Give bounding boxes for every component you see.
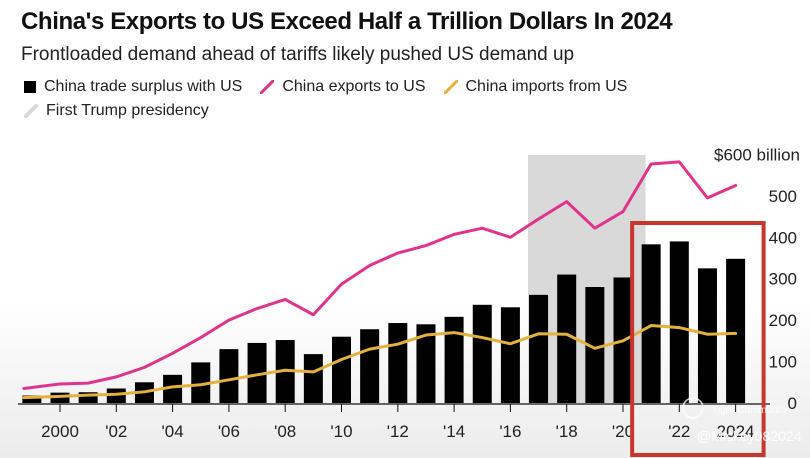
x-tick-label: '20	[612, 422, 634, 441]
bar	[641, 244, 661, 403]
legend-label-surplus: China trade surplus with US	[44, 78, 243, 95]
y-tick-label: 0	[788, 394, 797, 413]
bar	[444, 316, 464, 403]
x-tick-label: '08	[274, 422, 296, 441]
chart-title: China's Exports to US Exceed Half a Tril…	[21, 8, 673, 35]
x-tick-label: '16	[499, 422, 521, 441]
bar	[22, 395, 42, 403]
bar	[332, 336, 351, 403]
x-tick-label: '12	[387, 422, 409, 441]
bar	[219, 349, 239, 403]
bar	[163, 374, 183, 403]
y-tick-label: 400	[769, 228, 797, 247]
x-tick-label: '18	[556, 422, 578, 441]
shade-swatch-icon	[24, 104, 38, 118]
bar	[247, 342, 267, 403]
x-tick-label: '06	[218, 422, 240, 441]
series-line	[22, 160, 738, 390]
bar	[78, 392, 98, 403]
bar	[416, 324, 436, 403]
y-tick-label: $600 billion	[714, 145, 800, 164]
bar	[669, 241, 689, 403]
y-tick-label: 500	[769, 187, 797, 206]
bar	[500, 307, 520, 403]
x-tick-label: 2024	[717, 422, 755, 441]
legend-label-exports: China exports to US	[282, 78, 426, 95]
x-tick-label: '04	[162, 422, 184, 441]
line-swatch-icon	[443, 80, 458, 94]
bar	[726, 258, 746, 403]
x-tick-label: '10	[330, 422, 352, 441]
x-tick-label: '14	[443, 422, 465, 441]
bar	[303, 354, 323, 403]
bar	[472, 304, 492, 403]
series-line	[22, 324, 738, 400]
bar	[585, 286, 605, 403]
legend-label-imports: China imports from US	[465, 78, 628, 95]
x-tick-label: '22	[668, 422, 690, 441]
highlight-box	[630, 221, 766, 457]
bar	[191, 362, 211, 403]
watermark-handle: @Mickey082024	[697, 428, 802, 444]
chart-subtitle: Frontloaded demand ahead of tariffs like…	[21, 44, 575, 65]
x-tick-label: 2000	[41, 422, 79, 441]
legend-item-surplus: China trade surplus with US	[24, 78, 242, 96]
bar	[529, 294, 549, 403]
legend-item-imports: China imports from US	[443, 78, 628, 96]
y-tick-label: 200	[769, 311, 797, 330]
x-tick-label: '02	[105, 422, 127, 441]
legend-item-trump: First Trump presidency	[24, 102, 209, 120]
line-swatch-icon	[260, 80, 275, 94]
y-tick-label: 300	[769, 270, 797, 289]
tiger-logo-icon	[682, 397, 704, 419]
square-icon	[24, 81, 36, 93]
bar	[360, 329, 380, 403]
bar	[388, 323, 408, 403]
legend-label-trump: First Trump presidency	[46, 102, 209, 119]
watermark-brand: Tiger Community	[712, 405, 788, 416]
legend-item-exports: China exports to US	[260, 78, 426, 96]
y-tick-label: 100	[769, 353, 797, 372]
bar	[557, 274, 577, 403]
legend: China trade surplus with US China export…	[24, 76, 724, 124]
